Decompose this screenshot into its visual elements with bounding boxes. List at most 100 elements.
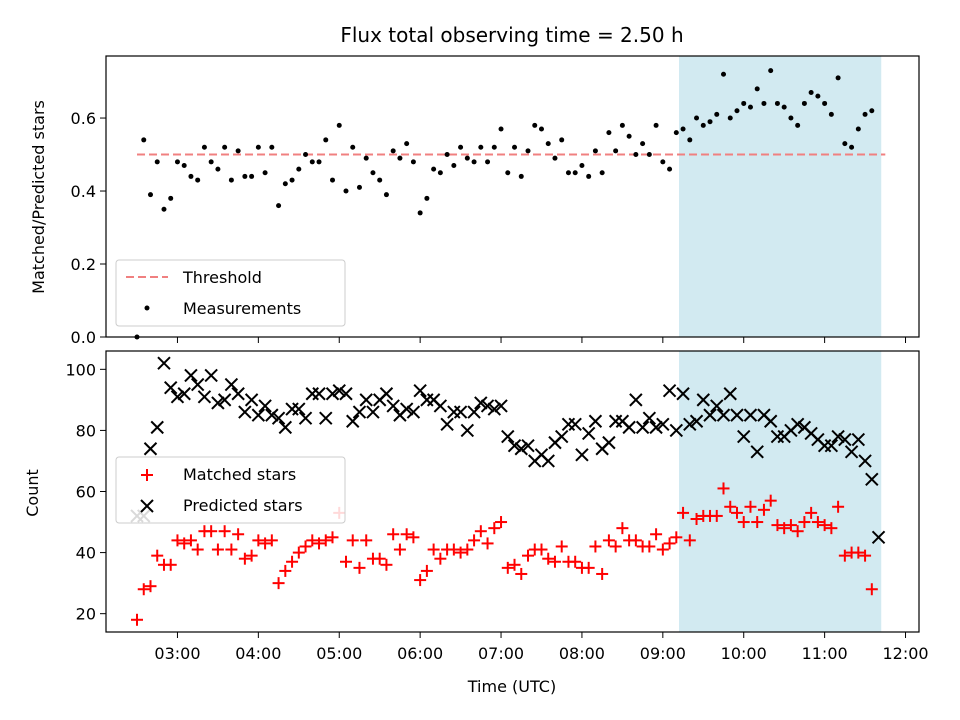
measurement-point [424,195,430,201]
matched-star-point [286,555,299,568]
bottom-legend: Matched stars Predicted stars [115,456,346,524]
matched-star-point [542,552,555,565]
y-tick-label: 0.4 [71,182,96,201]
matched-star-point [178,537,191,550]
measurement-point [734,108,740,114]
predicted-star-point [649,420,663,435]
matched-star-point [515,567,528,580]
measurement-point [377,177,383,183]
measurement-point [640,141,646,147]
predicted-star-point [750,445,764,459]
bottom-highlight-band [679,351,882,632]
measurement-point [498,126,504,132]
measurement-point [228,177,234,183]
y-tick-label: 0.6 [71,109,96,128]
predicted-star-point [669,423,684,438]
matched-star-point [859,549,872,562]
star-count-points [130,356,886,626]
matched-star-point [447,543,460,556]
measurement-point [215,166,221,172]
measurement-point [559,137,565,143]
matched-star-point [717,482,730,495]
measurement-point [592,148,598,154]
measurement-point [579,162,585,168]
matched-star-point [488,522,501,535]
measurement-point [478,144,484,150]
measurement-point [296,166,302,172]
matched-star-point [245,549,258,562]
predicted-star-point [676,387,690,401]
predicted-star-point [521,438,535,453]
predicted-star-point [453,405,468,419]
predicted-star-point [662,383,677,398]
bottom-legend-box [115,456,346,524]
predicted-star-point [555,429,569,444]
measurement-point [168,195,174,201]
matched-star-point [225,543,238,556]
measurement-point [303,152,309,158]
matched-star-point [522,549,535,562]
measurement-point [538,126,544,132]
matched-star-point [272,577,285,590]
measurement-point [613,148,619,154]
matched-star-point [751,516,764,529]
matched-star-point [313,537,326,550]
matched-star-point [306,534,319,547]
predicted-star-point [824,438,839,453]
matched-star-point [144,580,157,593]
predicted-star-point [413,383,427,398]
measurement-point [154,159,160,165]
measurement-point [606,130,612,136]
measurement-point [181,162,187,168]
predicted-star-point [258,399,272,413]
matched-star-point [744,500,757,513]
predicted-star-point [325,387,340,401]
measurement-point [343,188,349,194]
x-tick-label: 10:00 [721,644,767,663]
measurement-point [323,137,329,143]
measurement-point [242,173,248,179]
matched-star-point [191,543,204,556]
predicted-star-point [366,405,380,419]
measurement-point [309,159,315,165]
x-tick-label: 04:00 [235,644,281,663]
predicted-star-point [177,387,191,401]
measurement-point [235,148,241,154]
matched-star-point [784,519,797,532]
predicted-star-point [271,411,286,425]
matched-star-point [609,540,622,553]
matched-star-point [218,525,231,538]
matched-star-point [495,516,508,529]
measurement-point [532,122,538,128]
measurement-point [714,111,720,117]
matched-star-point [474,525,487,538]
measurement-point [855,126,861,132]
matched-star-point [663,537,676,550]
matched-star-point [481,537,494,550]
predicted-star-point [339,387,353,401]
matched-star-point [131,613,144,626]
measurement-point [869,108,875,114]
measurement-point [795,122,801,128]
predicted-star-point [763,414,778,428]
legend-predicted-label: Predicted stars [183,496,303,515]
predicted-star-point [790,417,805,432]
measurement-point [174,159,180,165]
measurement-point [707,119,713,125]
measurement-point [565,170,571,176]
predicted-star-point [730,408,744,422]
measurement-point [754,86,760,92]
predicted-star-point [737,429,751,444]
measurement-point [390,148,396,154]
matched-star-point [596,567,609,580]
measurement-point [680,126,686,132]
predicted-star-point [689,414,704,428]
measurement-point [552,155,558,161]
measurement-point [505,170,511,176]
matched-star-point [373,552,386,565]
legend-matched-swatch [141,469,153,481]
measurement-point [350,144,356,150]
predicted-star-point [656,417,670,432]
measurement-point [464,155,470,161]
